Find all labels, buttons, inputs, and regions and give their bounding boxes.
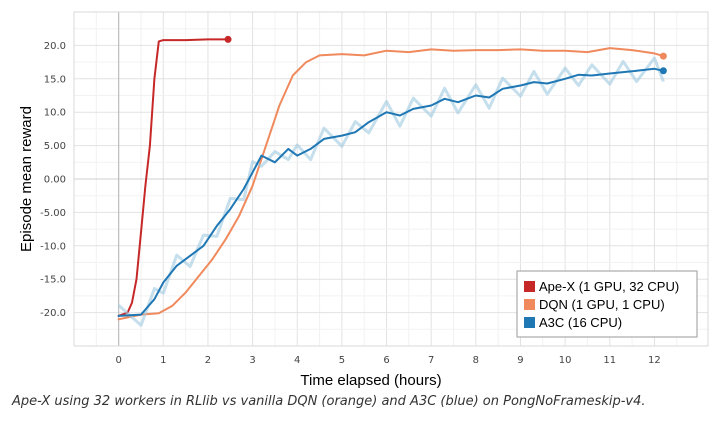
x-tick-label-5: 5	[339, 355, 345, 366]
axes: 0 1 2 3 4 5 6 7 8 9 10 11 1220.015.010.05.000.00-5.0…	[40, 11, 709, 366]
legend-label-2: A3C (16 CPU)	[539, 315, 622, 330]
x-tick-label-12: 12	[648, 355, 661, 366]
y-tick-label-0.00: 0.00	[44, 175, 66, 186]
y-tick-label--20.0: -20.0	[40, 308, 66, 319]
legend-label-1: DQN (1 GPU, 1 CPU)	[539, 297, 665, 312]
legend-label-0: Ape-X (1 GPU, 32 CPU)	[539, 279, 679, 294]
x-tick-label-1: 1	[160, 355, 166, 366]
series-layer	[117, 35, 667, 327]
x-tick-label-0: 0	[115, 355, 121, 366]
legend-swatch-1	[524, 299, 535, 310]
y-tick-label-15.0: 15.0	[44, 74, 66, 85]
chart: 0 1 2 3 4 5 6 7 8 9 10 11 1220.015.010.05.000.00-5.0…	[18, 11, 709, 389]
series-end-marker-2	[659, 67, 667, 75]
x-tick-label-2: 2	[205, 355, 211, 366]
series-line-0	[117, 38, 229, 317]
legend-box	[516, 270, 698, 338]
x-tick-label-9: 9	[517, 355, 523, 366]
x-tick-label-10: 10	[559, 355, 572, 366]
y-tick-label--10.0: -10.0	[40, 241, 66, 252]
series-end-marker-1	[659, 52, 667, 60]
series-end-marker-0	[224, 35, 232, 43]
legend: Ape-X (1 GPU, 32 CPU) DQN (1 GPU, 1 CPU) A…	[516, 270, 698, 338]
y-tick-label--5.00: -5.00	[40, 208, 66, 219]
y-tick-label-5.00: 5.00	[44, 141, 66, 152]
x-tick-label-3: 3	[249, 355, 255, 366]
x-tick-label-6: 6	[383, 355, 389, 366]
x-tick-label-11: 11	[603, 355, 616, 366]
y-tick-label--15.0: -15.0	[40, 275, 66, 286]
series-line-2	[117, 67, 665, 317]
x-tick-label-7: 7	[428, 355, 434, 366]
legend-swatch-0	[524, 281, 535, 292]
y-tick-label-20.0: 20.0	[44, 41, 66, 52]
x-tick-label-4: 4	[294, 355, 300, 366]
x-axis-title: Time elapsed (hours)	[300, 372, 441, 389]
series-line-1	[117, 47, 665, 321]
plot-frame	[73, 11, 709, 347]
legend-swatch-2	[524, 317, 535, 328]
figure-caption: Ape-X using 32 workers in RLlib vs vanil…	[12, 394, 646, 409]
y-axis-title: Episode mean reward	[18, 106, 35, 252]
y-tick-label-10.0: 10.0	[44, 108, 66, 119]
x-tick-label-8: 8	[473, 355, 479, 366]
